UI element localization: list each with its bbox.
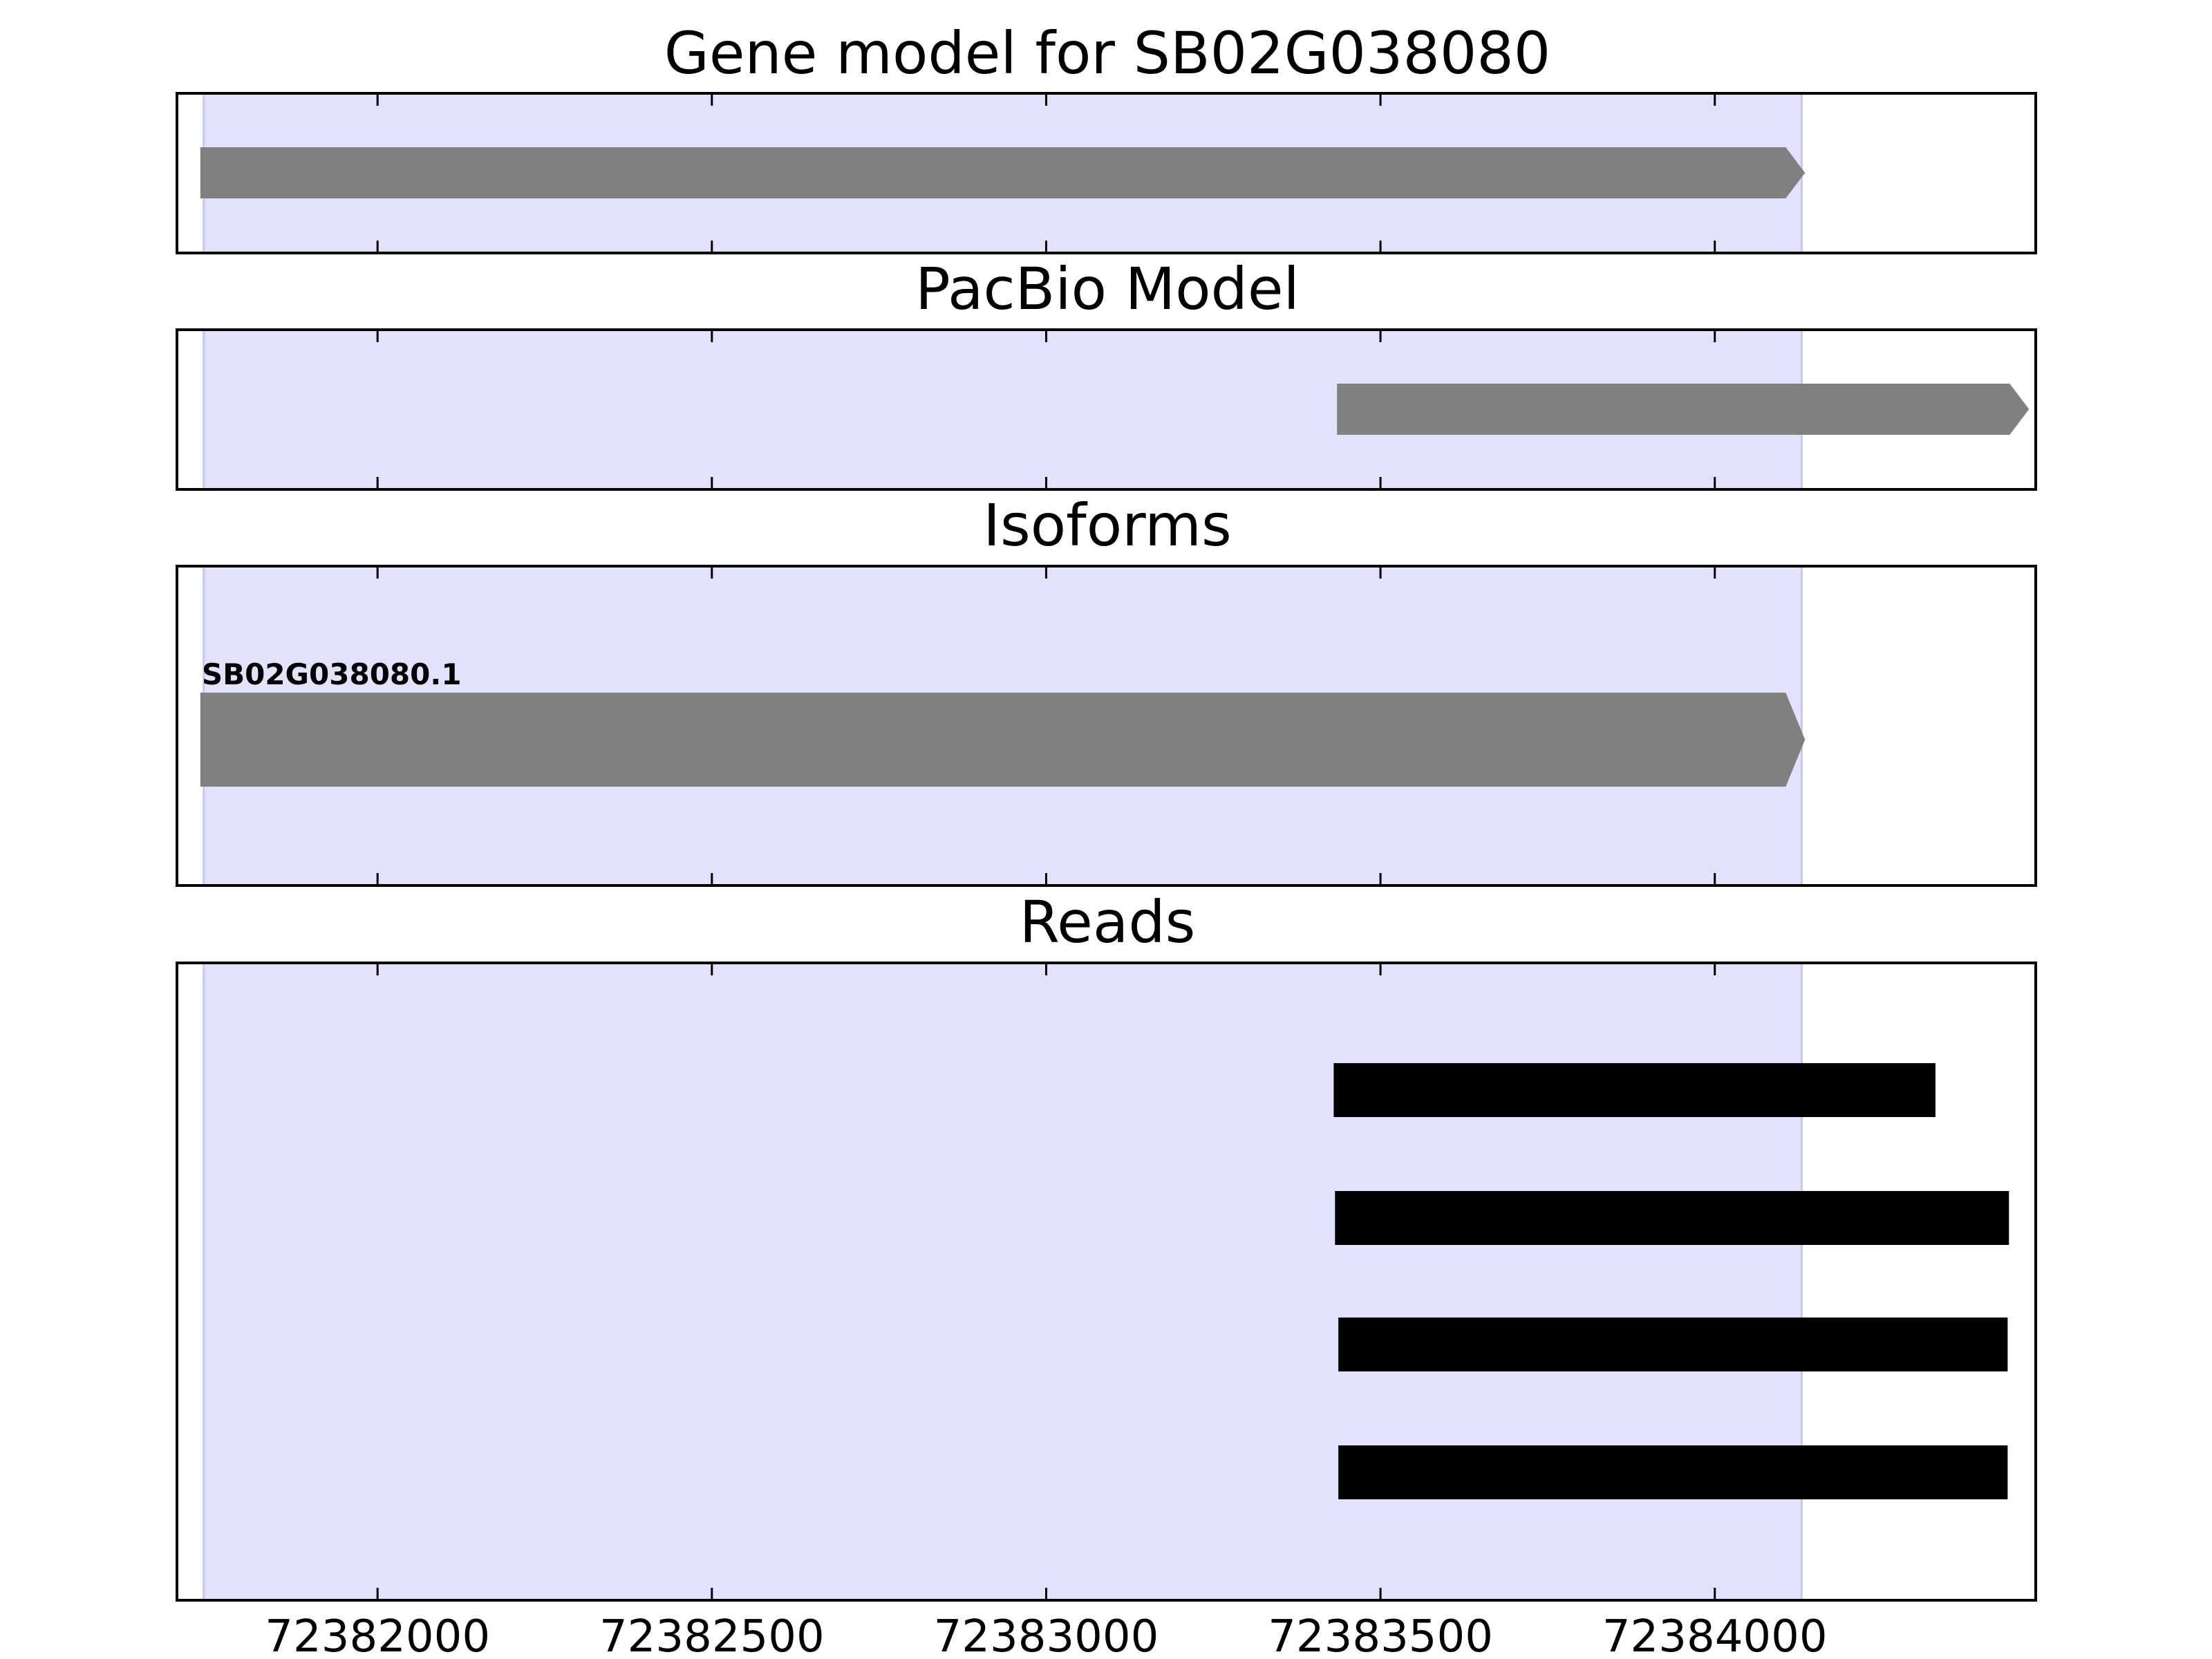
read-bar bbox=[1338, 1318, 2008, 1371]
x-axis-tick-labels: 72382000 72382500 72383000 72383500 72384000 bbox=[265, 1611, 1827, 1659]
reads-panel: Reads bbox=[176, 888, 2037, 1602]
x-tick-label: 72383500 bbox=[1268, 1611, 1493, 1659]
isoforms-feature-arrow bbox=[200, 693, 1806, 787]
read-bar bbox=[1333, 1063, 1936, 1117]
isoforms-panel-title: Isoforms bbox=[983, 491, 1232, 559]
x-tick-label: 72382500 bbox=[599, 1611, 825, 1659]
pacbio-panel-frame bbox=[176, 328, 2037, 491]
isoforms-panel-frame bbox=[176, 565, 2037, 887]
isoform-label: SB02G038080.1 bbox=[202, 657, 462, 691]
isoforms-panel: Isoforms SB02G038080.1 bbox=[176, 491, 2037, 887]
gene-panel-frame bbox=[176, 92, 2037, 254]
pacbio-model-panel: PacBio Model bbox=[176, 255, 2037, 491]
x-tick-label: 72383000 bbox=[934, 1611, 1159, 1659]
reads-gene-region-highlight bbox=[203, 962, 1803, 1602]
gene-feature-arrow bbox=[200, 147, 1806, 198]
pacbio-feature-arrow bbox=[1337, 384, 2030, 435]
x-tick-label: 72384000 bbox=[1602, 1611, 1828, 1659]
x-tick-label: 72382000 bbox=[265, 1611, 490, 1659]
gene-model-panel-title: Gene model for SB02G038080 bbox=[664, 19, 1550, 87]
reads-panel-frame bbox=[176, 962, 2037, 1602]
gene-model-panel: Gene model for SB02G038080 bbox=[176, 19, 2037, 254]
reads-panel-title: Reads bbox=[1020, 888, 1196, 956]
pacbio-model-panel-title: PacBio Model bbox=[915, 255, 1300, 323]
read-bar bbox=[1338, 1445, 2008, 1499]
read-bar bbox=[1335, 1191, 2009, 1245]
